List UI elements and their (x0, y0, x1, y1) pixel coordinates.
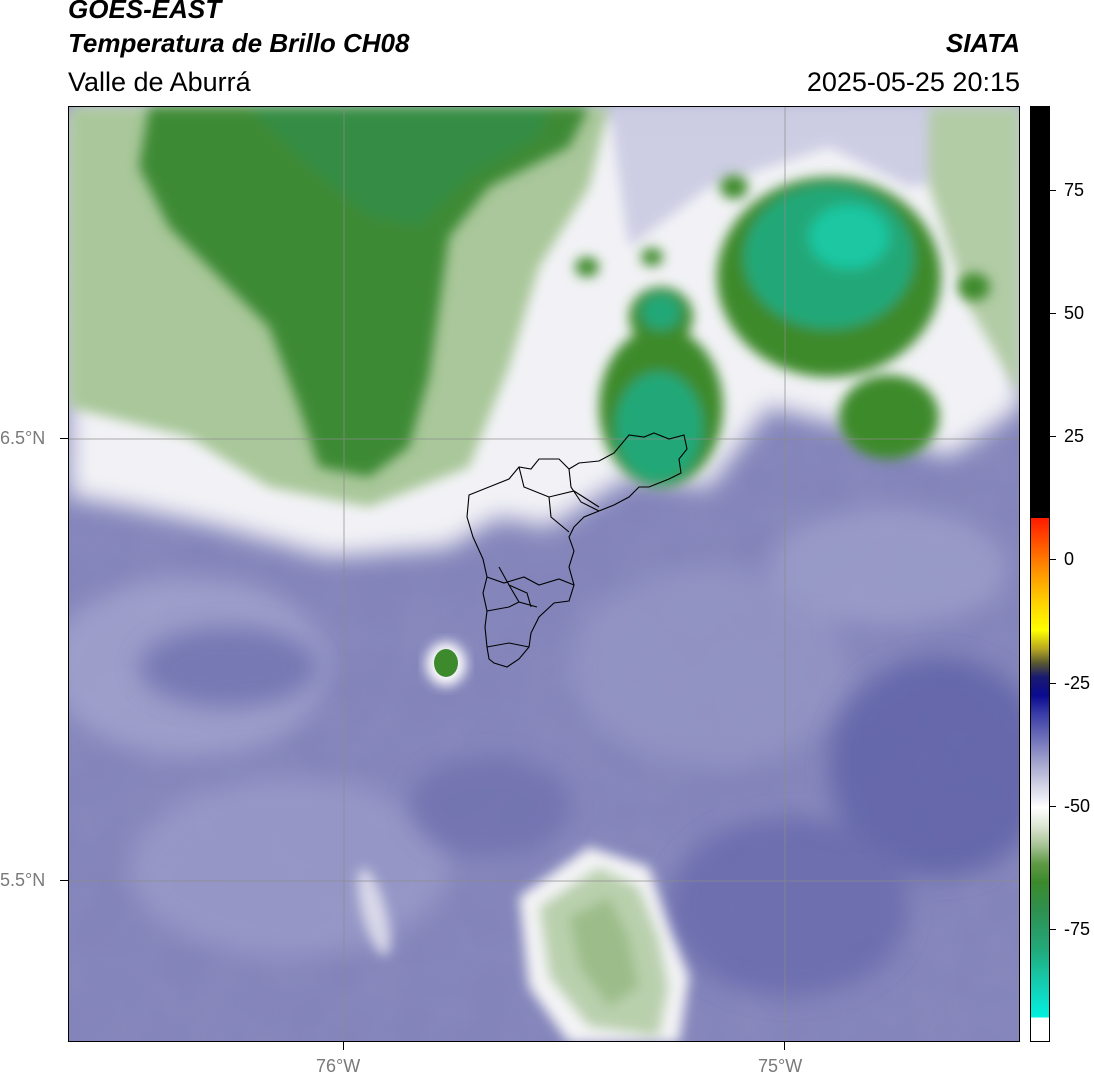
colorbar-label: 25 (1064, 426, 1085, 446)
colorbar-tick (1050, 806, 1056, 807)
tick-lon-76 (343, 1042, 344, 1050)
colorbar-label: -50 (1064, 796, 1091, 816)
map-gridlines (69, 107, 1019, 1041)
colorbar-label: -75 (1064, 919, 1091, 939)
halo-lavender (549, 107, 1019, 247)
map-canvas (69, 107, 1019, 1041)
cloud-central (575, 248, 723, 487)
lon-label-76: 76°W (316, 1056, 361, 1076)
tick-lat-6-5 (60, 438, 68, 439)
temperature-colorbar (1030, 106, 1050, 1042)
colorbar-tick (1050, 436, 1056, 437)
colorbar-tick (1050, 559, 1056, 560)
title-product: Temperatura de Brillo CH08 (68, 28, 410, 58)
cloud-isolated-cell (426, 642, 466, 686)
lon-label-75: 75°W (758, 1056, 803, 1076)
title-satellite: GOES-EAST (68, 0, 222, 24)
lat-label-6-5: 6.5°N (0, 428, 46, 448)
colorbar-label: 0 (1064, 549, 1075, 569)
datetime-label: 2025-05-25 20:15 (806, 67, 1020, 97)
subtitle-region: Valle de Aburrá (68, 67, 251, 97)
satellite-map[interactable] (68, 106, 1020, 1042)
tick-lat-5-5 (60, 880, 68, 881)
cloud-northeast (717, 175, 990, 459)
colorbar-label: 50 (1064, 303, 1085, 323)
dark-patches (139, 627, 1019, 997)
colorbar-label: 75 (1064, 180, 1085, 200)
colorbar-label: -25 (1064, 673, 1091, 693)
cloud-streak (357, 868, 391, 956)
organization-label: SIATA (945, 28, 1020, 58)
colorbar-tick (1050, 683, 1056, 684)
municipal-boundaries (466, 432, 688, 668)
cloud-south (519, 847, 689, 1041)
cloud-northwest (139, 107, 589, 477)
colorbar-tick (1050, 313, 1056, 314)
colorbar-tick (1050, 190, 1056, 191)
lat-label-5-5: 5.5°N (0, 870, 46, 890)
tick-lon-75 (784, 1042, 785, 1050)
colorbar-tick (1050, 929, 1056, 930)
